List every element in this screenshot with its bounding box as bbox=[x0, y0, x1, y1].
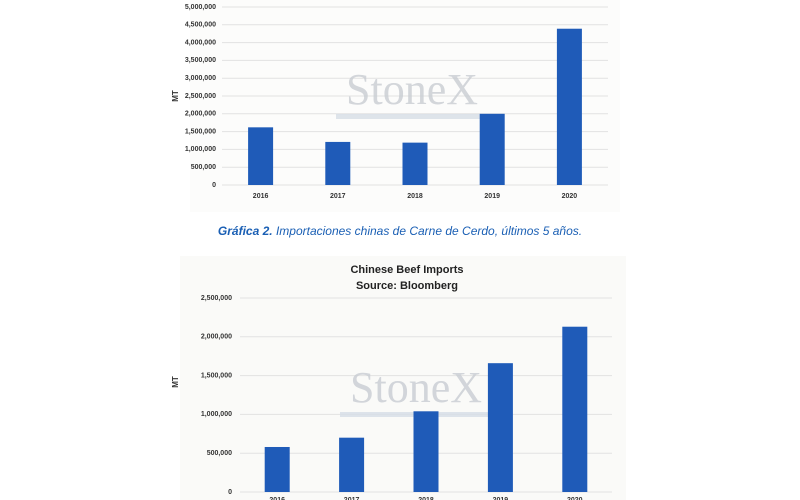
x-tick-label: 2017 bbox=[344, 497, 360, 500]
x-tick-label: 2016 bbox=[253, 193, 269, 200]
x-tick-label: 2020 bbox=[567, 497, 583, 500]
y-tick-label: 3,500,000 bbox=[185, 57, 216, 64]
y-tick-label: 0 bbox=[212, 182, 216, 189]
y-axis-label: MT bbox=[171, 376, 180, 388]
bar bbox=[562, 326, 588, 492]
x-tick-label: 2017 bbox=[330, 193, 346, 200]
x-tick-label: 2020 bbox=[562, 193, 578, 200]
watermark-bar bbox=[336, 114, 496, 119]
watermark: StoneX bbox=[350, 363, 482, 412]
chart-subtitle: Source: Bloomberg bbox=[356, 280, 458, 292]
y-tick-label: 2,500,000 bbox=[201, 295, 232, 302]
x-tick-label: 2018 bbox=[407, 193, 423, 200]
bar bbox=[402, 142, 428, 185]
y-tick-label: 0 bbox=[228, 489, 232, 496]
y-tick-label: 500,000 bbox=[191, 164, 216, 171]
y-tick-label: 4,500,000 bbox=[185, 22, 216, 29]
bar bbox=[413, 411, 439, 492]
bar bbox=[248, 127, 274, 185]
caption-label: Gráfica 2. bbox=[218, 224, 273, 238]
bar bbox=[325, 141, 351, 185]
y-tick-label: 3,000,000 bbox=[185, 75, 216, 82]
y-axis-label: MT bbox=[171, 90, 180, 102]
x-tick-label: 2019 bbox=[493, 497, 509, 500]
bar bbox=[556, 28, 582, 185]
y-tick-label: 1,500,000 bbox=[185, 128, 216, 135]
y-tick-label: 2,500,000 bbox=[185, 93, 216, 100]
y-tick-label: 5,000,000 bbox=[185, 4, 216, 11]
x-tick-label: 2018 bbox=[418, 497, 434, 500]
chart-panel bbox=[180, 256, 626, 500]
y-tick-label: 2,000,000 bbox=[201, 334, 232, 341]
x-tick-label: 2019 bbox=[484, 193, 500, 200]
caption-text: Importaciones chinas de Carne de Cerdo, … bbox=[276, 224, 582, 238]
bar bbox=[264, 446, 290, 492]
bar bbox=[479, 113, 505, 185]
caption: Gráfica 2. Importaciones chinas de Carne… bbox=[218, 224, 582, 238]
chart-title: Chinese Beef Imports bbox=[350, 264, 463, 276]
y-tick-label: 2,000,000 bbox=[185, 111, 216, 118]
y-tick-label: 1,000,000 bbox=[185, 146, 216, 153]
bar bbox=[339, 437, 365, 492]
bar bbox=[487, 363, 513, 492]
y-tick-label: 4,000,000 bbox=[185, 39, 216, 46]
x-tick-label: 2016 bbox=[269, 497, 285, 500]
y-tick-label: 1,000,000 bbox=[201, 411, 232, 418]
y-tick-label: 500,000 bbox=[207, 450, 232, 457]
watermark: StoneX bbox=[346, 65, 478, 114]
y-tick-label: 1,500,000 bbox=[201, 372, 232, 379]
